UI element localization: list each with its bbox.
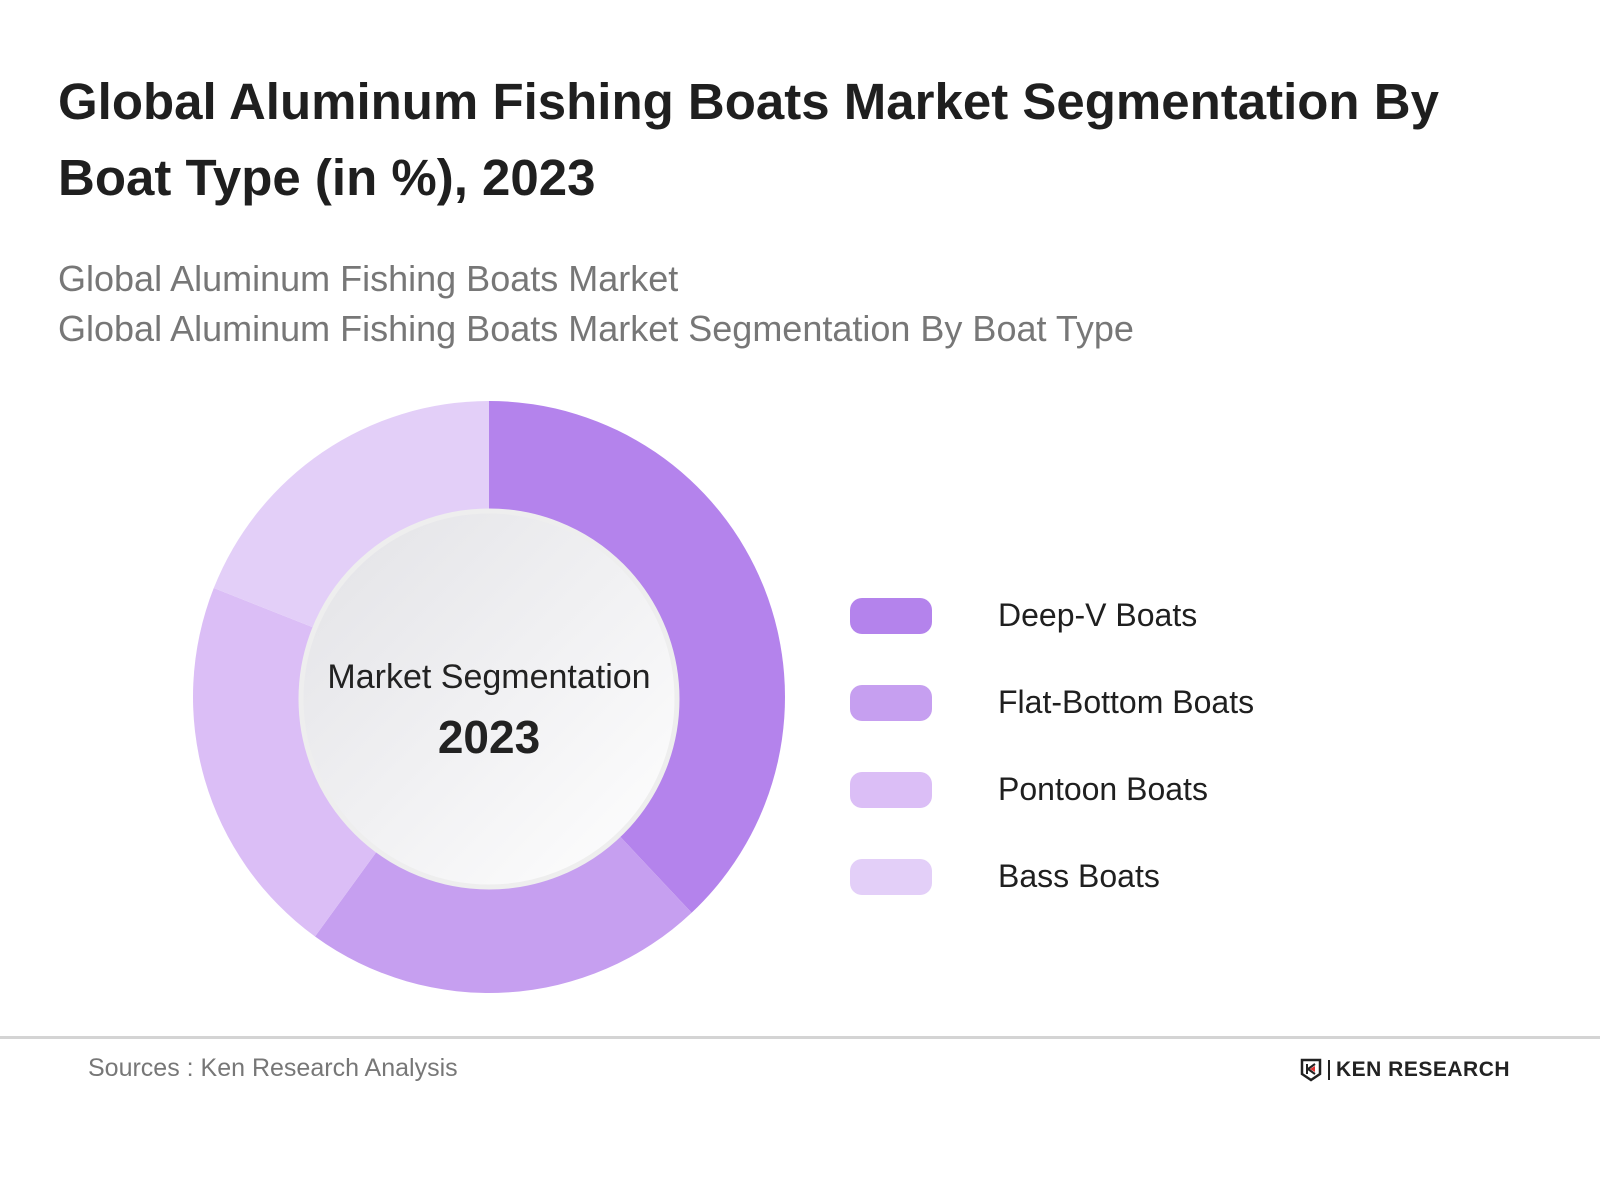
chart-title: Global Aluminum Fishing Boats Market Seg… [58,73,1439,206]
legend-swatch [850,771,932,808]
ken-logo-icon [1300,1058,1322,1082]
legend-label: Deep-V Boats [998,597,1198,633]
footer-divider [0,1036,1600,1039]
subtitle-market: Global Aluminum Fishing Boats Market [58,258,679,299]
legend-label: Pontoon Boats [998,771,1208,807]
logo-text: KEN RESEARCH [1336,1058,1511,1081]
center-year: 2023 [437,711,541,763]
legend-item-pontoon: Pontoon Boats [850,746,1254,833]
legend-item-flat-bottom: Flat-Bottom Boats [850,659,1254,746]
legend-swatch [850,684,932,721]
ken-research-logo: KEN RESEARCH [1300,1058,1510,1082]
legend-item-deep-v: Deep-V Boats [850,572,1254,659]
legend: Deep-V Boats Flat-Bottom Boats Pontoon B… [850,572,1254,920]
legend-label: Bass Boats [998,858,1160,894]
legend-item-bass: Bass Boats [850,833,1254,920]
source-note: Sources : Ken Research Analysis [88,1054,458,1082]
subtitle-segmentation: Global Aluminum Fishing Boats Market Seg… [58,308,1134,349]
legend-label: Flat-Bottom Boats [998,684,1255,720]
donut-hole [298,508,680,890]
center-label: Market Segmentation [327,658,651,696]
legend-swatch [850,597,932,634]
legend-swatch [850,858,932,895]
